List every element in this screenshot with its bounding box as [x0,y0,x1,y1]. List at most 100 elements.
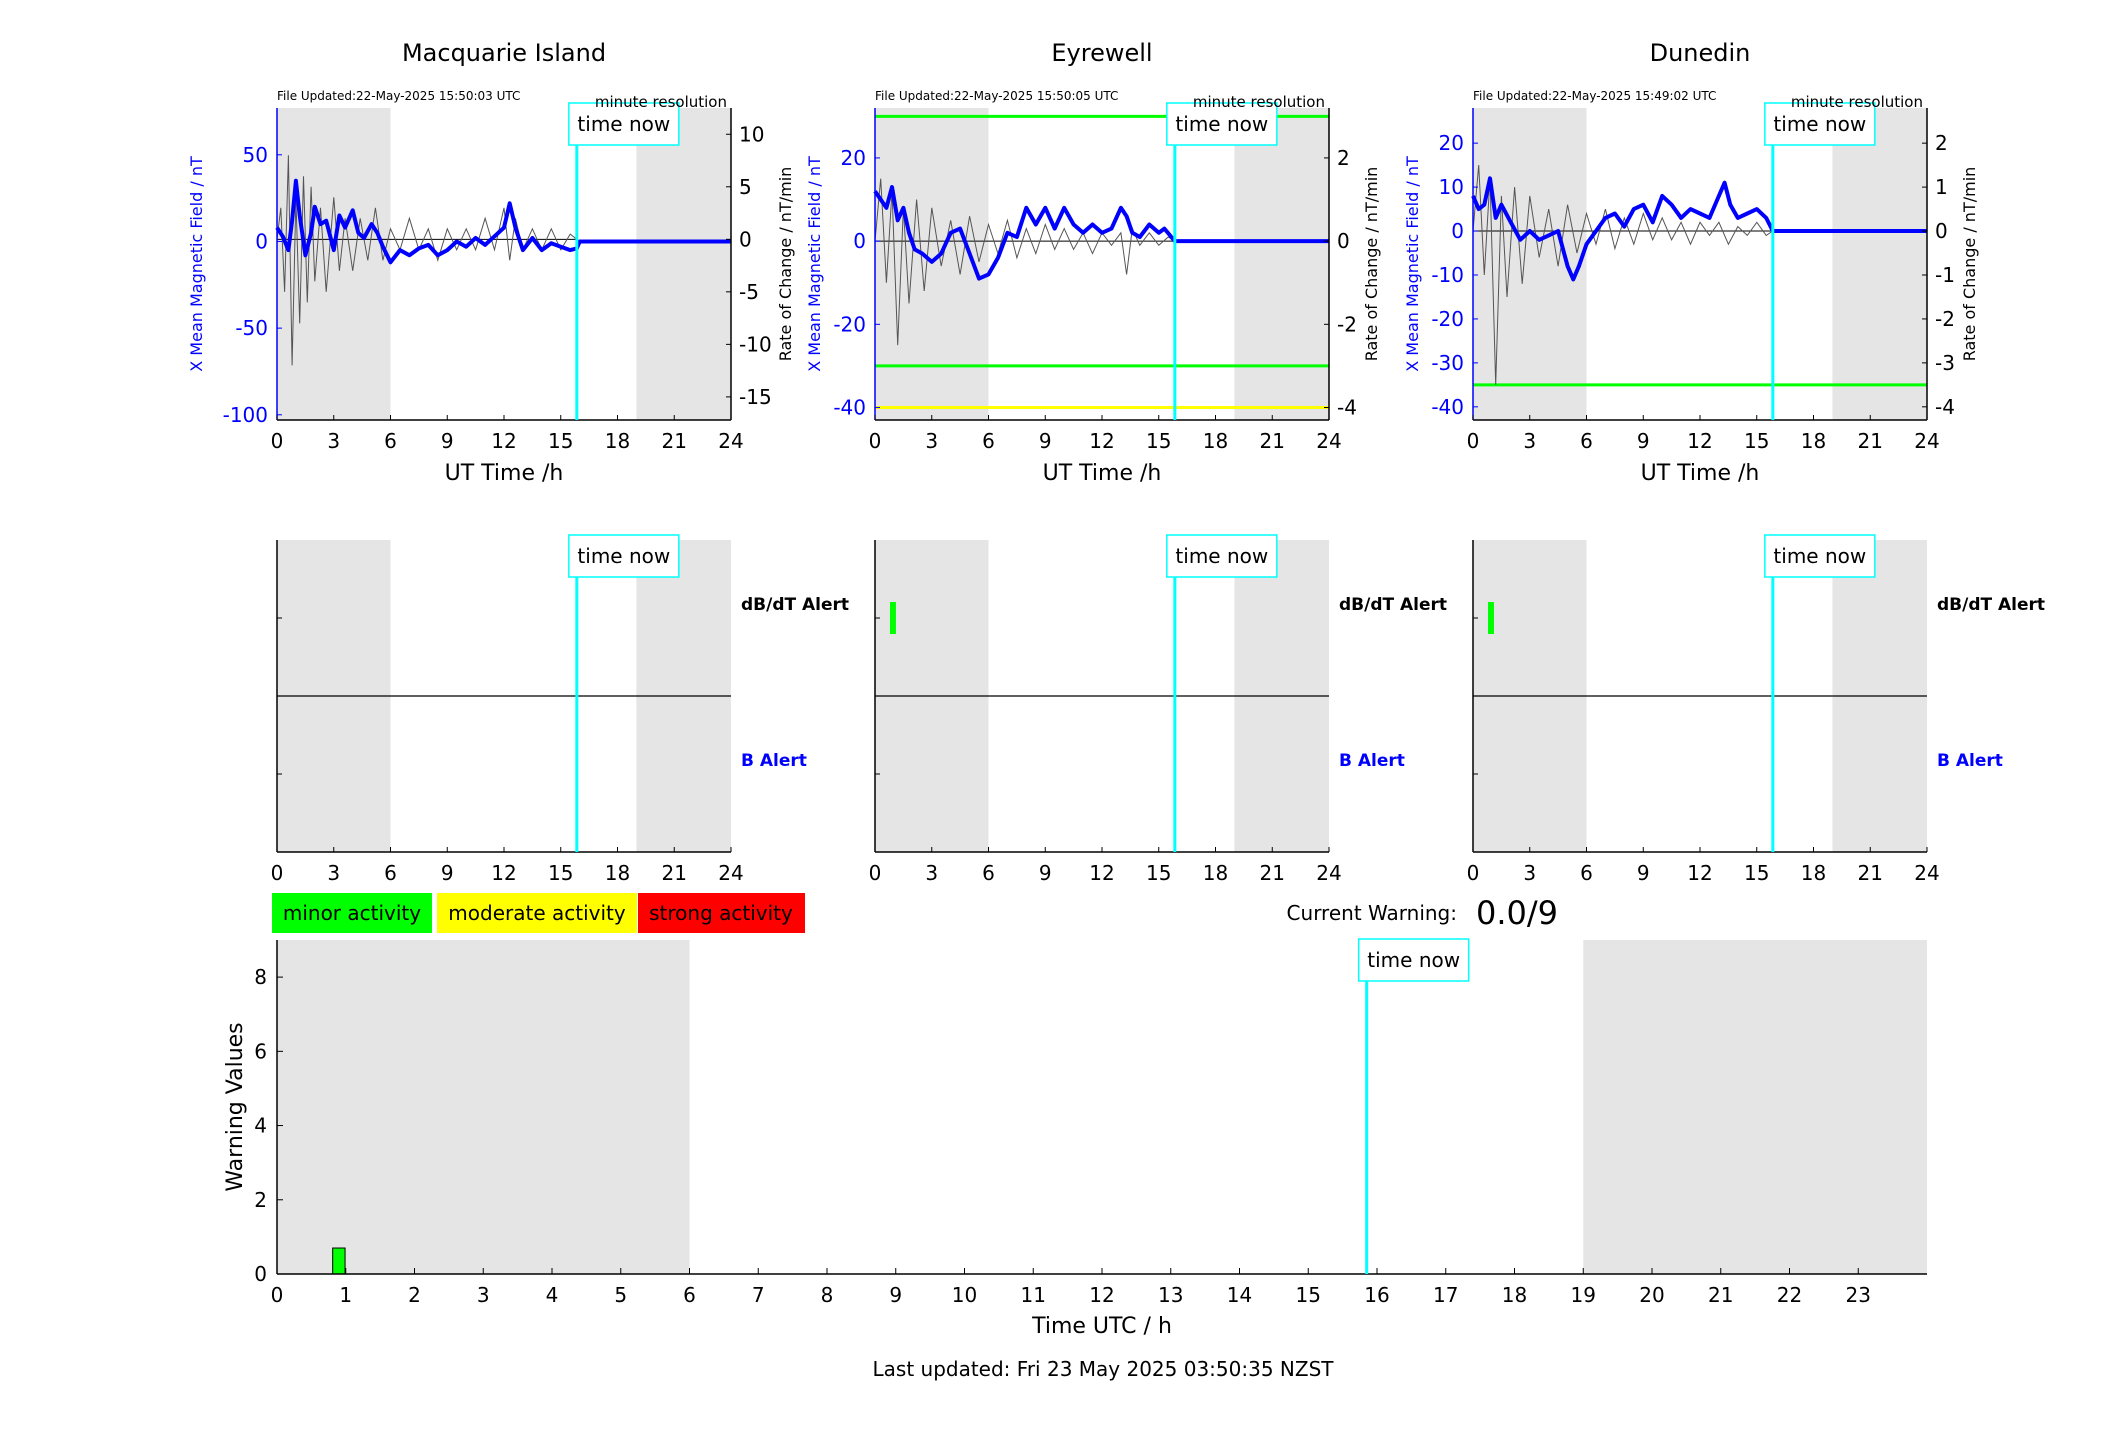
x-tick-label: 22 [1777,1283,1802,1307]
dbdt-alert-bar-0 [1487,602,1494,634]
x-tick-label: 21 [1858,429,1883,453]
time-now-label: time now [577,544,670,568]
x-tick-label: 5 [614,1283,627,1307]
x-tick-label: 11 [1021,1283,1046,1307]
warning-values-panel: 0 1 2 3 4 5 6 7 8 9 10 11 12 13 14 15 16 17 18 19 20 21 22 2302… [223,938,1927,1339]
x-tick-label: 9 [889,1283,902,1307]
y-right-tick-label: -10 [739,332,772,356]
y-right-tick-label: -2 [1337,312,1357,336]
x-tick-label: 14 [1227,1283,1252,1307]
y-right-axis-label: Rate of Change / nT/min [1362,167,1381,362]
night-shading-0 [875,108,989,420]
time-now-box [568,534,680,578]
x-tick-label: 6 [384,429,397,453]
legend-moderate-label: moderate activity [448,901,626,925]
x-tick-label: 3 [1523,861,1536,885]
x-tick-label: 9 [1637,429,1650,453]
x-tick-label: 16 [1364,1283,1389,1307]
file-updated-label: File Updated:22-May-2025 15:50:03 UTC [277,89,520,103]
y-right-tick-label: 0 [1337,229,1350,253]
x-tick-label: 8 [821,1283,834,1307]
x-tick-label: 6 [982,429,995,453]
x-tick-label: 12 [491,429,516,453]
x-tick-label: 24 [1316,429,1341,453]
x-tick-label: 7 [752,1283,765,1307]
x-axis-label: UT Time /h [445,461,564,486]
y-left-tick-label: -100 [223,403,268,427]
y-left-tick-label: -30 [1431,351,1464,375]
x-tick-label: 18 [1801,429,1826,453]
x-tick-label: 3 [477,1283,490,1307]
x-tick-label: 12 [1089,1283,1114,1307]
y-right-tick-label: -3 [1935,351,1955,375]
legend-strong-label: strong activity [649,901,793,925]
x-tick-label: 24 [1914,429,1939,453]
x-tick-label: 18 [1203,429,1228,453]
chart-panels: 0 3 6 9 12 15 18 21 24-100-50050-15-10-50510time… [187,39,2045,1339]
x-tick-label: 1 [339,1283,352,1307]
resolution-label: minute resolution [1791,93,1923,111]
night-shading-1 [1234,108,1329,420]
x-tick-label: 0 [271,1283,284,1307]
y-right-tick-label: -15 [739,385,772,409]
x-tick-label: 15 [548,429,573,453]
time-now-box [1166,102,1278,146]
y-right-tick-label: -4 [1337,396,1357,420]
b-alert-label: B Alert [741,751,807,771]
x-tick-label: 24 [1316,861,1341,885]
x-tick-label: 0 [869,429,882,453]
x-tick-label: 0 [271,429,284,453]
x-tick-label: 19 [1571,1283,1596,1307]
activity-legend: minor activity moderate activity strong … [272,893,805,933]
x-tick-label: 3 [1523,429,1536,453]
y-right-tick-label: -1 [1935,263,1955,287]
y-left-tick-label: -10 [1431,263,1464,287]
y-left-tick-label: -40 [833,396,866,420]
y-right-tick-label: 0 [1935,219,1948,243]
x-tick-label: 10 [952,1283,977,1307]
x-tick-label: 6 [982,861,995,885]
x-tick-label: 12 [1687,861,1712,885]
x-tick-label: 18 [1801,861,1826,885]
current-warning-value: 0.0/9 [1476,894,1558,932]
time-now-box [1764,102,1876,146]
x-tick-label: 12 [1089,429,1114,453]
x-tick-label: 6 [683,1283,696,1307]
panel-title: Eyrewell [1051,39,1152,67]
x-tick-label: 15 [1744,429,1769,453]
x-tick-label: 9 [1039,861,1052,885]
field-series-0 [275,178,731,265]
dbdt-alert-bar-0 [889,602,896,634]
magnetometer-panel-macquarie-island: 0 3 6 9 12 15 18 21 24-100-50050-15-10-50510time… [187,39,795,486]
night-shading-1 [636,108,731,420]
panel-title: Dunedin [1650,39,1751,67]
x-tick-label: 21 [662,429,687,453]
y-left-tick-label: 0 [255,229,268,253]
time-now-label: time now [1175,544,1268,568]
x-tick-label: 24 [718,429,743,453]
night-shading-0 [277,940,690,1274]
y-right-tick-label: 5 [739,175,752,199]
field-series-0 [1471,176,1927,282]
y-tick-label: 6 [254,1039,267,1063]
y-left-tick-label: 0 [1451,219,1464,243]
dbdt-alert-label: dB/dT Alert [1937,595,2045,615]
magnetometer-panel-dunedin: 0 3 6 9 12 15 18 21 24-40-30-20-1001020-4-3-2-10… [1403,39,1979,486]
y-left-tick-label: 20 [1439,131,1464,155]
y-right-tick-label: -5 [739,280,759,304]
alert-panel-macquarie-island: 0 3 6 9 12 15 18 21 24 time now dB/dT Alert B Alert [271,534,849,885]
y-left-tick-label: -50 [235,316,268,340]
x-tick-label: 12 [1089,861,1114,885]
y-left-tick-label: -40 [1431,395,1464,419]
current-warning-label: Current Warning: [1287,901,1457,925]
x-tick-label: 0 [271,861,284,885]
time-now-box [1764,534,1876,578]
y-right-tick-label: 10 [739,122,764,146]
y-right-tick-label: 2 [1337,146,1350,170]
dbdt-alert-label: dB/dT Alert [1339,595,1447,615]
x-tick-label: 18 [1203,861,1228,885]
y-tick-label: 8 [254,965,267,989]
x-tick-label: 9 [441,429,454,453]
